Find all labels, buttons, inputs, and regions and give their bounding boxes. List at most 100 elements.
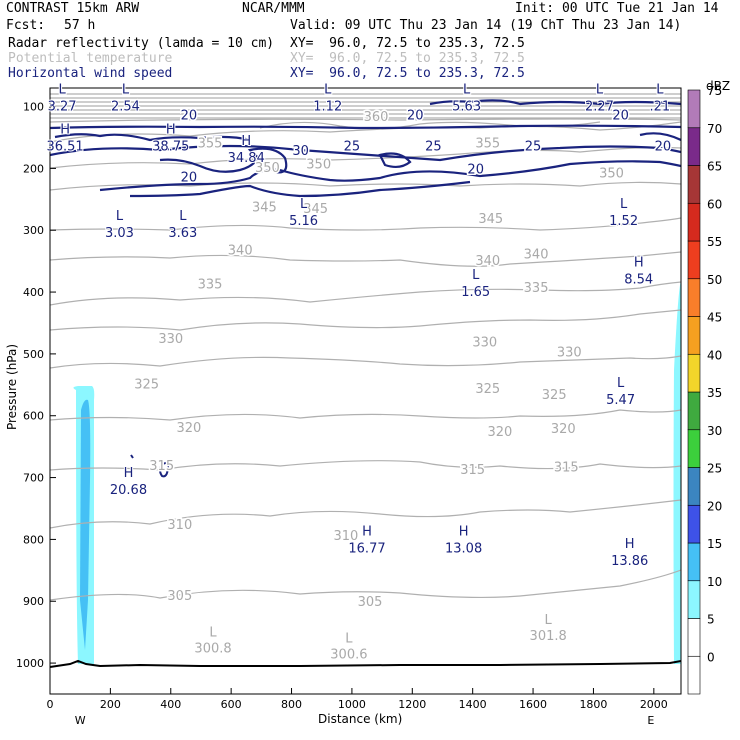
theta-contour-label: 315 bbox=[149, 459, 174, 474]
colorbar-swatch bbox=[687, 467, 701, 506]
colorbar-swatch bbox=[687, 391, 701, 431]
colorbar-level-label: 50 bbox=[707, 273, 722, 287]
x-tick-label: 0 bbox=[47, 698, 54, 711]
theta-extremum-marker: L bbox=[545, 613, 553, 628]
wind-contour-label: 20 bbox=[407, 109, 424, 124]
theta-contour-label: 330 bbox=[158, 332, 183, 347]
colorbar-swatch bbox=[687, 655, 701, 695]
colorbar-level-label: 35 bbox=[707, 386, 722, 400]
field-name-wind: Horizontal wind speed bbox=[8, 66, 173, 81]
theta-contour-label: 335 bbox=[198, 277, 223, 292]
colorbar-level-label: 20 bbox=[707, 499, 722, 513]
colorbar-level-label: 75 bbox=[707, 84, 722, 98]
colorbar-level-label: 55 bbox=[707, 235, 722, 249]
wind-extremum-marker: L bbox=[58, 82, 66, 97]
valid-time: Valid: 09 UTC Thu 23 Jan 14 (19 ChT Thu … bbox=[290, 18, 682, 33]
theta-contour-label: 350 bbox=[255, 161, 280, 176]
theta-contours bbox=[50, 93, 681, 601]
colorbar-swatch bbox=[687, 618, 701, 657]
colorbar-swatch bbox=[687, 353, 701, 393]
y-tick-label: 400 bbox=[23, 286, 44, 299]
wind-contour-label: 25 bbox=[344, 140, 361, 155]
x-tick-label: 1600 bbox=[519, 698, 547, 711]
wind-contour-label: 25 bbox=[425, 140, 442, 155]
wind-contour-label: 20 bbox=[467, 162, 484, 177]
y-tick-label: 600 bbox=[23, 410, 44, 423]
x-tick-label: 2000 bbox=[640, 698, 668, 711]
theta-extremum-value: 300.6 bbox=[330, 648, 367, 663]
x-tick-label: 800 bbox=[281, 698, 302, 711]
init-time: Init: 00 UTC Tue 21 Jan 14 bbox=[515, 1, 719, 16]
wind-extremum-marker: H bbox=[124, 466, 134, 481]
wind-contour-label: 25 bbox=[525, 140, 542, 155]
theta-contour-label: 305 bbox=[358, 595, 383, 610]
theta-contour-label: 310 bbox=[333, 529, 358, 544]
wind-contour-label: 20 bbox=[612, 109, 629, 124]
y-tick-label: 700 bbox=[23, 472, 44, 485]
colorbar-swatch bbox=[687, 316, 701, 355]
wind-extremum-value: 13.86 bbox=[611, 554, 648, 569]
x-tick-label: 400 bbox=[160, 698, 181, 711]
wind-extremum-value: 1.65 bbox=[461, 285, 490, 300]
wind-extremum-marker: H bbox=[60, 123, 70, 138]
wind-contour-label: 20 bbox=[181, 170, 198, 185]
x-tick-label: 1000 bbox=[338, 698, 366, 711]
wind-extremum-value: 1.12 bbox=[313, 99, 342, 114]
model-title: CONTRAST 15km ARW bbox=[6, 1, 140, 16]
wind-extremum-marker: L bbox=[596, 82, 604, 97]
colorbar-swatch bbox=[687, 278, 701, 317]
field-xy-reflectivity: XY= 96.0, 72.5 to 235.3, 72.5 bbox=[290, 36, 525, 51]
colorbar-level-label: 10 bbox=[707, 575, 722, 589]
theta-contour-label: 320 bbox=[176, 421, 201, 436]
colorbar-level-label: 70 bbox=[707, 122, 722, 136]
colorbar-level-label: 40 bbox=[707, 348, 722, 362]
theta-contour-label: 335 bbox=[524, 281, 549, 296]
wind-contour-label: 20 bbox=[181, 109, 198, 124]
wind-extremum-value: 5.47 bbox=[606, 393, 635, 408]
contour-labels: 305 305 310 310 315 315 315 320 320 320 325 325 325 3… bbox=[45, 81, 672, 663]
colorbar-level-label: 0 bbox=[707, 650, 715, 664]
field-xy-theta: XY= 96.0, 72.5 to 235.3, 72.5 bbox=[290, 51, 525, 66]
x-tick-label: 600 bbox=[221, 698, 242, 711]
wind-extremum-value: 16.77 bbox=[348, 542, 385, 557]
colorbar-swatch bbox=[687, 240, 701, 280]
wind-extremum-value: 1.52 bbox=[609, 214, 638, 229]
theta-contour-label: 325 bbox=[134, 378, 159, 393]
theta-extremum-value: 300.8 bbox=[194, 642, 231, 657]
theta-contour-label: 330 bbox=[472, 336, 497, 351]
wind-extremum-marker: L bbox=[620, 197, 628, 212]
theta-contour-label: 340 bbox=[524, 248, 549, 263]
wind-extremum-value: 38.75 bbox=[152, 140, 189, 155]
colorbar-swatch bbox=[687, 542, 701, 582]
colorbar-level-label: 15 bbox=[707, 537, 722, 551]
wind-extremum-marker: L bbox=[463, 82, 471, 97]
wind-extremum-value: 5.63 bbox=[452, 99, 481, 114]
plot-frame bbox=[49, 87, 682, 695]
theta-contour-label: 330 bbox=[557, 345, 582, 360]
wind-extremum-marker: L bbox=[617, 376, 625, 391]
y-tick-label: 1000 bbox=[16, 657, 44, 670]
wind-extremum-marker: H bbox=[459, 525, 469, 540]
fcst-label: Fcst: bbox=[6, 18, 46, 33]
y-axis-label: Pressure (hPa) bbox=[5, 343, 19, 431]
x-tick-label: 1800 bbox=[579, 698, 607, 711]
x-tick-label: 1200 bbox=[398, 698, 426, 711]
theta-extremum-value: 301.8 bbox=[530, 629, 567, 644]
wind-extremum-marker: L bbox=[324, 82, 332, 97]
colorbar-level-label: 25 bbox=[707, 462, 722, 476]
wind-extremum-value: 5.16 bbox=[289, 214, 318, 229]
colorbar-level-label: 30 bbox=[707, 424, 722, 438]
wind-contours bbox=[50, 99, 681, 198]
y-tick-label: 100 bbox=[23, 101, 44, 114]
y-tick-label: 900 bbox=[23, 595, 44, 608]
wind-extremum-value: 3.63 bbox=[168, 226, 197, 241]
colorbar-swatch bbox=[687, 165, 701, 204]
x-end-label-east: E bbox=[647, 714, 654, 727]
wind-extremum-marker: H bbox=[241, 134, 251, 149]
theta-contour-label: 305 bbox=[167, 589, 192, 604]
wind-extremum-marker: H bbox=[634, 256, 644, 271]
theta-contour-label: 355 bbox=[198, 136, 223, 151]
colorbar-swatch bbox=[687, 429, 701, 468]
colorbar-level-label: 45 bbox=[707, 311, 722, 325]
